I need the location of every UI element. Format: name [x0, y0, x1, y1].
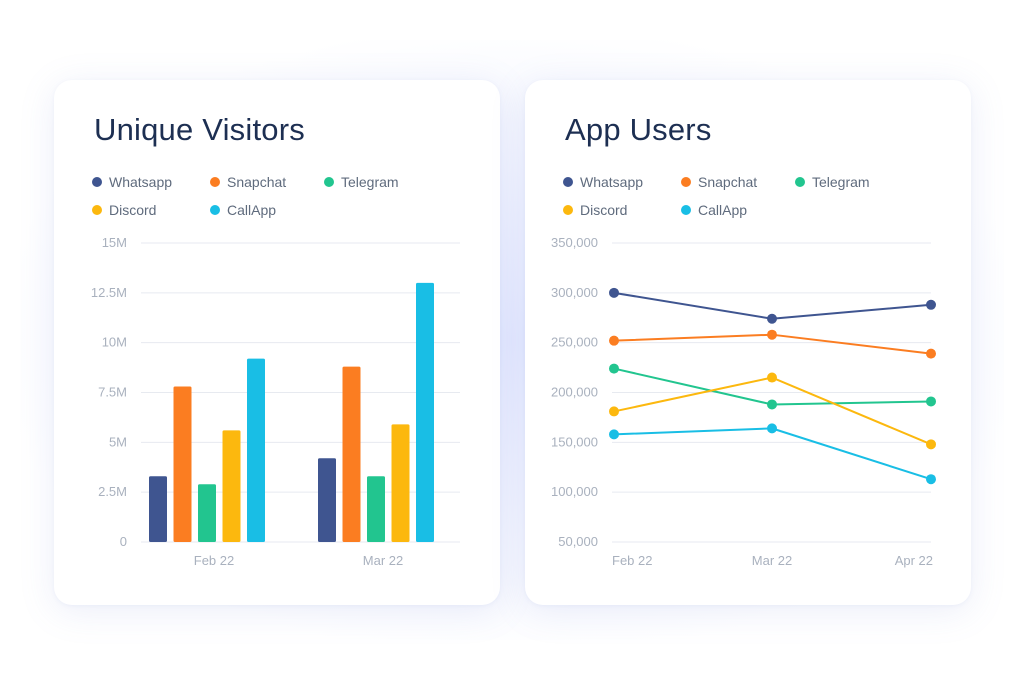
legend-dot-telegram: [795, 177, 805, 187]
legend-dot-callapp: [210, 205, 220, 215]
legend-dot-discord: [92, 205, 102, 215]
legend-dot-telegram: [324, 177, 334, 187]
y-tick-label: 2.5M: [98, 484, 127, 499]
legend-dot-callapp: [681, 205, 691, 215]
y-tick-label: 250,000: [551, 335, 598, 350]
bar-discord-mar-22: [391, 424, 410, 542]
legend-label-snapchat: Snapchat: [698, 174, 758, 190]
y-tick-label: 15M: [102, 235, 127, 250]
y-tick-label: 100,000: [551, 484, 598, 499]
point-callapp-feb-22: [609, 429, 619, 440]
app-users-line-chart: 50,000 100,000 150,000 200,000 250,000 300,00…: [551, 235, 936, 568]
y-tick-label: 10M: [102, 335, 127, 350]
unique-visitors-bar-chart: 0 2.5M 5M 7.5M 10M 12.5M 15M Feb 22 Mar 22: [91, 235, 460, 568]
y-tick-label: 5M: [109, 434, 127, 449]
legend-label-callapp: CallApp: [698, 202, 748, 218]
point-whatsapp-apr-22: [926, 299, 936, 310]
bar-callapp-feb-22: [247, 358, 265, 542]
point-whatsapp-mar-22: [767, 313, 777, 324]
bar-whatsapp-feb-22: [149, 476, 167, 542]
bar-whatsapp-mar-22: [318, 458, 336, 542]
y-tick-label: 7.5M: [98, 385, 127, 400]
legend-item-telegram: Telegram: [795, 174, 870, 190]
legend-label-snapchat: Snapchat: [227, 174, 287, 190]
point-callapp-mar-22: [767, 423, 777, 434]
line-discord: [613, 376, 932, 446]
y-tick-label: 350,000: [551, 235, 598, 250]
point-callapp-apr-22: [926, 474, 936, 485]
app-users-title: App Users: [565, 112, 712, 147]
legend-item-whatsapp: Whatsapp: [92, 174, 172, 190]
x-tick-label: Apr 22: [895, 553, 933, 568]
legend-label-discord: Discord: [109, 202, 157, 218]
legend-item-whatsapp: Whatsapp: [563, 174, 643, 190]
bar-callapp-mar-22: [416, 282, 434, 542]
legend-item-discord: Discord: [92, 202, 156, 218]
legend-label-telegram: Telegram: [812, 174, 870, 190]
legend-dot-whatsapp: [92, 177, 102, 187]
bar-telegram-mar-22: [367, 476, 385, 542]
x-tick-label: Feb 22: [194, 553, 234, 568]
y-tick-label: 150,000: [551, 434, 598, 449]
point-telegram-mar-22: [767, 399, 777, 410]
app-users-card: App Users Whatsapp Snapchat Telegram Discor…: [525, 80, 971, 605]
x-tick-label: Mar 22: [752, 553, 792, 568]
x-tick-label: Feb 22: [612, 553, 652, 568]
bar-discord-feb-22: [222, 430, 241, 542]
bar-snapchat-mar-22: [342, 366, 361, 542]
legend-label-callapp: CallApp: [227, 202, 277, 218]
legend-label-discord: Discord: [580, 202, 628, 218]
point-telegram-apr-22: [926, 396, 936, 407]
point-discord-apr-22: [926, 439, 936, 450]
legend-item-callapp: CallApp: [681, 202, 747, 218]
y-tick-label: 12.5M: [91, 285, 127, 300]
x-tick-label: Mar 22: [363, 553, 403, 568]
point-discord-feb-22: [609, 406, 619, 417]
legend-label-telegram: Telegram: [341, 174, 399, 190]
unique-visitors-title: Unique Visitors: [94, 112, 305, 147]
unique-visitors-card: Unique Visitors Whatsapp Snapchat Telegram…: [54, 80, 500, 605]
y-tick-label: 300,000: [551, 285, 598, 300]
point-telegram-feb-22: [609, 363, 619, 374]
legend-item-snapchat: Snapchat: [210, 174, 286, 190]
legend-label-whatsapp: Whatsapp: [580, 174, 644, 190]
y-tick-label: 200,000: [551, 385, 598, 400]
legend-dot-snapchat: [681, 177, 691, 187]
point-snapchat-apr-22: [926, 348, 936, 359]
legend-dot-whatsapp: [563, 177, 573, 187]
y-tick-label: 50,000: [558, 534, 598, 549]
y-gridlines: [141, 242, 460, 543]
point-snapchat-feb-22: [609, 335, 619, 346]
point-discord-mar-22: [767, 372, 777, 383]
point-whatsapp-feb-22: [609, 287, 619, 298]
legend-dot-discord: [563, 205, 573, 215]
legend-dot-snapchat: [210, 177, 220, 187]
legend-label-whatsapp: Whatsapp: [109, 174, 173, 190]
line-callapp: [613, 427, 932, 481]
y-gridlines: [612, 242, 931, 543]
y-tick-label: 0: [120, 534, 127, 549]
legend-item-telegram: Telegram: [324, 174, 399, 190]
legend-item-snapchat: Snapchat: [681, 174, 757, 190]
point-snapchat-mar-22: [767, 329, 777, 340]
legend-item-callapp: CallApp: [210, 202, 276, 218]
bar-snapchat-feb-22: [173, 386, 192, 542]
legend-item-discord: Discord: [563, 202, 627, 218]
bar-telegram-feb-22: [198, 484, 216, 542]
